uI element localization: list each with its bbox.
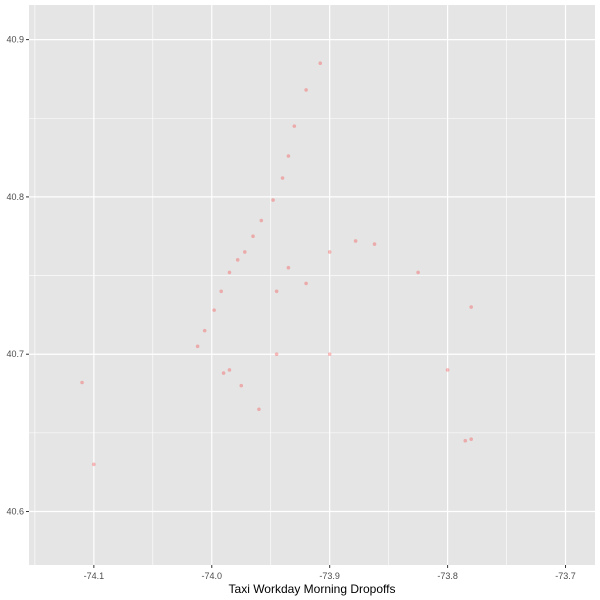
data-point — [286, 265, 291, 270]
x-tick-label: -73.8 — [437, 571, 458, 581]
data-point — [304, 281, 308, 286]
data-point — [239, 383, 244, 388]
data-point — [327, 352, 332, 357]
data-point — [469, 305, 473, 309]
x-tick-label: -73.9 — [319, 571, 340, 581]
data-point — [292, 124, 297, 128]
data-point — [227, 270, 232, 275]
grid-major-lines — [29, 5, 595, 565]
data-point — [469, 437, 473, 441]
data-point — [227, 368, 232, 372]
data-point — [274, 352, 279, 357]
data-point — [251, 234, 255, 239]
data-point — [463, 438, 468, 443]
data-point — [195, 344, 200, 349]
y-tick-label: 40.6 — [6, 507, 24, 517]
data-point — [416, 270, 420, 275]
data-point — [235, 258, 240, 262]
data-point — [202, 328, 207, 333]
y-axis-ticks: 40.6 40.7 40.8 40.9 — [6, 35, 29, 517]
data-point — [259, 218, 264, 223]
data-point — [219, 289, 224, 294]
x-axis-ticks: -74.1 -74.0 -73.9 -73.8 -73.7 — [84, 565, 576, 581]
data-point — [221, 371, 226, 375]
data-point — [280, 176, 285, 180]
x-tick-label: -74.0 — [202, 571, 223, 581]
data-point — [274, 289, 279, 294]
data-point — [257, 407, 261, 412]
x-axis-title: Taxi Workday Morning Dropoffs — [229, 582, 396, 596]
x-tick-label: -73.7 — [555, 571, 576, 581]
data-point — [242, 250, 247, 254]
grid-minor-lines — [29, 5, 595, 565]
data-point — [372, 242, 377, 246]
y-tick-label: 40.9 — [6, 35, 24, 45]
data-point — [353, 239, 358, 243]
data-point — [327, 250, 332, 254]
x-tick-label: -74.1 — [84, 571, 105, 581]
data-point — [318, 61, 323, 66]
data-point — [445, 368, 450, 372]
y-tick-label: 40.7 — [6, 349, 24, 359]
data-point — [286, 154, 291, 158]
data-point — [304, 88, 308, 92]
data-point — [80, 380, 84, 385]
plot-panel — [29, 5, 595, 565]
scatter-points — [80, 61, 473, 467]
data-point — [212, 308, 216, 312]
data-point — [92, 462, 96, 467]
data-point — [271, 198, 275, 202]
y-tick-label: 40.8 — [6, 192, 24, 202]
